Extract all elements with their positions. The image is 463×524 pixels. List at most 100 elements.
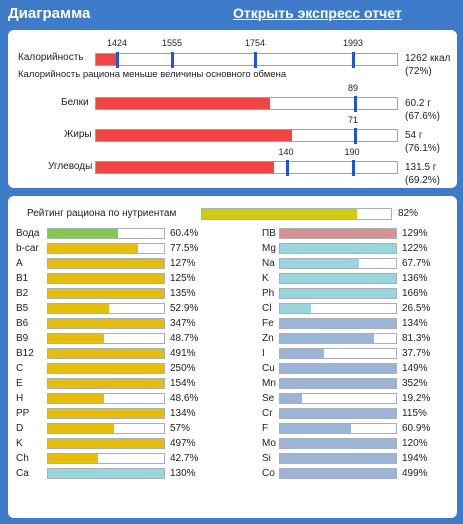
left-nutrient-bar-fill (48, 349, 164, 358)
carbs-mark-label: 190 (344, 147, 360, 157)
left-nutrient-name: B1 (16, 273, 29, 284)
protein-value: 60.2 г (405, 98, 431, 109)
right-nutrient-pct: 26.5% (402, 303, 431, 314)
right-nutrient-bar-fill (280, 454, 396, 463)
left-nutrient-name: H (16, 393, 24, 404)
right-nutrient-name: Zn (262, 333, 274, 344)
left-nutrient-bar (47, 243, 165, 254)
left-nutrient-bar-fill (48, 424, 115, 433)
left-nutrient-bar (47, 393, 165, 404)
carbs-pct: (69.2%) (405, 175, 441, 186)
right-nutrient-bar (279, 438, 397, 449)
right-nutrient-bar-fill (280, 379, 396, 388)
right-nutrient-name: Mo (262, 438, 276, 449)
right-nutrient-name: I (262, 348, 265, 359)
left-nutrient-pct: 127% (170, 258, 196, 269)
calories-marker (116, 52, 119, 68)
right-nutrient-bar-fill (280, 334, 375, 343)
left-nutrient-pct: 134% (170, 408, 196, 419)
calories-pct: (72%) (405, 66, 432, 77)
rating-bar-fill (202, 209, 357, 219)
right-nutrient-pct: 134% (402, 318, 428, 329)
right-nutrient-name: Se (262, 393, 275, 404)
left-nutrient-bar (47, 258, 165, 269)
right-nutrient-pct: 115% (402, 408, 427, 419)
right-nutrient-bar (279, 318, 397, 329)
right-nutrient-name: Cu (262, 363, 275, 374)
rating-bar (201, 208, 392, 220)
left-nutrient-bar-fill (48, 439, 164, 448)
left-nutrient-bar-fill (48, 454, 98, 463)
left-nutrient-name: A (16, 258, 23, 269)
left-nutrient-name: K (16, 438, 23, 449)
right-nutrient-bar (279, 348, 397, 359)
right-nutrient-name: K (262, 273, 269, 284)
right-nutrient-bar (279, 453, 397, 464)
right-nutrient-pct: 136% (402, 273, 428, 284)
protein-label: Белки (61, 97, 89, 108)
protein-mark-label: 89 (347, 83, 359, 93)
calories-mark-label: 1555 (161, 38, 183, 48)
carbs-bar-fill (96, 162, 275, 173)
right-nutrient-bar-fill (280, 409, 396, 418)
left-nutrient-bar (47, 453, 165, 464)
left-nutrient-name: B5 (16, 303, 29, 314)
fats-bar-fill (96, 130, 293, 141)
right-nutrient-bar-fill (280, 364, 396, 373)
left-nutrient-name: b-car (16, 243, 39, 254)
right-nutrient-pct: 19.2% (402, 393, 431, 404)
right-nutrient-bar (279, 378, 397, 389)
left-nutrient-pct: 125% (170, 273, 196, 284)
right-nutrient-bar (279, 273, 397, 284)
top-bar: Диаграмма Открыть экспресс отчет (0, 0, 463, 30)
left-nutrient-pct: 42.7% (170, 453, 199, 464)
right-nutrient-pct: 166% (402, 288, 428, 299)
right-nutrient-bar-fill (280, 424, 351, 433)
left-nutrient-bar (47, 318, 165, 329)
right-nutrient-bar (279, 393, 397, 404)
left-nutrient-name: C (16, 363, 24, 374)
open-express-report-link[interactable]: Открыть экспресс отчет (233, 5, 402, 21)
right-nutrient-name: Ph (262, 288, 275, 299)
fats-pct: (76.1%) (405, 143, 441, 154)
right-nutrient-bar (279, 243, 397, 254)
right-nutrient-pct: 81.3% (402, 333, 431, 344)
right-nutrient-bar (279, 363, 397, 374)
right-nutrient-name: Na (262, 258, 275, 269)
right-nutrient-pct: 194% (402, 453, 428, 464)
left-nutrient-bar (47, 423, 165, 434)
right-nutrient-bar-fill (280, 469, 396, 478)
nutrients-panel: Рейтинг рациона по нутриентам 82% Вода 60… (8, 196, 457, 518)
right-nutrient-bar (279, 303, 397, 314)
right-nutrient-pct: 499% (402, 468, 428, 479)
left-nutrient-bar-fill (48, 409, 164, 418)
carbs-marker (352, 160, 355, 176)
fats-value: 54 г (405, 130, 423, 141)
page-title: Диаграмма (8, 5, 91, 22)
right-nutrient-name: Fe (262, 318, 274, 329)
carbs-marker (286, 160, 289, 176)
left-nutrient-bar-fill (48, 244, 138, 253)
left-nutrient-bar (47, 303, 165, 314)
right-nutrient-bar (279, 468, 397, 479)
calories-note: Калорийность рациона меньше величины осн… (18, 69, 287, 80)
calories-mark-label: 1754 (244, 38, 266, 48)
rating-label: Рейтинг рациона по нутриентам (27, 208, 177, 219)
left-nutrient-pct: 347% (170, 318, 196, 329)
left-nutrient-bar (47, 363, 165, 374)
left-nutrient-pct: 57% (170, 423, 191, 434)
left-nutrient-bar-fill (48, 394, 105, 403)
right-nutrient-pct: 120% (402, 438, 428, 449)
left-nutrient-bar (47, 378, 165, 389)
right-nutrient-bar-fill (280, 394, 303, 403)
left-nutrient-name: Вода (16, 228, 40, 239)
left-nutrient-bar (47, 348, 165, 359)
left-nutrient-pct: 250% (170, 363, 196, 374)
fats-bar (95, 128, 398, 144)
protein-pct: (67.6%) (405, 111, 441, 122)
fats-marker (354, 128, 357, 144)
fats-mark-label: 71 (347, 115, 359, 125)
right-nutrient-bar (279, 333, 397, 344)
left-nutrient-pct: 135% (170, 288, 196, 299)
right-nutrient-bar-fill (280, 439, 396, 448)
